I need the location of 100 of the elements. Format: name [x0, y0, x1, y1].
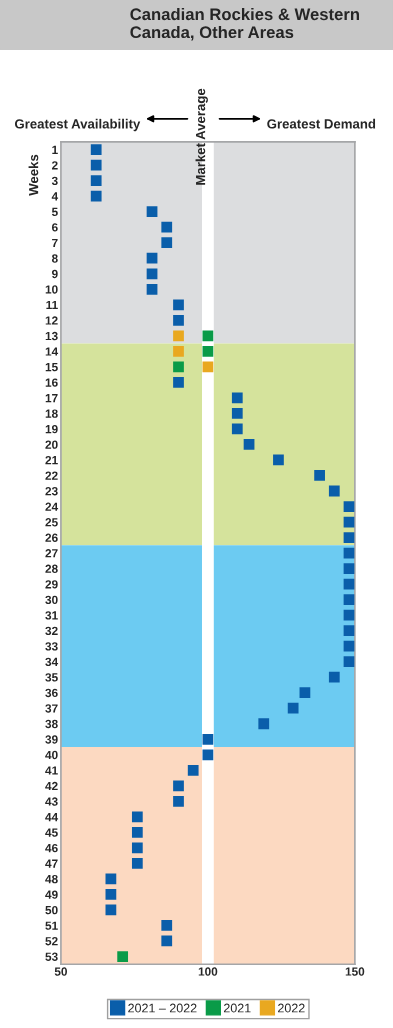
y-tick-label: 9 — [51, 269, 58, 279]
y-tick-label: 39 — [45, 735, 58, 744]
y-tick-label: 30 — [45, 595, 58, 605]
point — [173, 314, 184, 326]
point — [343, 640, 355, 652]
y-tick-label: 21 — [45, 456, 58, 465]
text: Greatest Availability — [14, 118, 141, 132]
point — [202, 345, 214, 357]
point — [343, 563, 355, 574]
point — [90, 190, 102, 202]
y-tick-label: 22 — [45, 471, 58, 480]
y-tick-label: 46 — [45, 843, 58, 853]
y-tick-label: 48 — [45, 874, 58, 884]
y-tick-label: 16 — [45, 378, 58, 387]
point — [146, 252, 158, 264]
y-tick-label: 1 — [52, 145, 58, 154]
text: Greatest Demand — [267, 118, 376, 129]
y-tick-label: 45 — [45, 828, 58, 837]
point — [343, 609, 355, 621]
point — [161, 221, 173, 233]
y-tick-label: 27 — [45, 549, 58, 558]
y-tick-label: 2 — [51, 161, 58, 170]
point — [173, 345, 184, 357]
y-tick-label: 42 — [45, 781, 58, 791]
point — [202, 749, 214, 761]
point — [314, 470, 325, 481]
y-tick-label: 40 — [45, 750, 58, 760]
y-tick-label: 3 — [51, 176, 58, 186]
point — [328, 671, 340, 683]
y-tick-label: 38 — [45, 719, 58, 729]
point — [343, 501, 355, 512]
point — [131, 842, 143, 854]
y-tick-label: 12 — [45, 316, 58, 325]
y-tick-label: 28 — [45, 564, 58, 573]
point — [131, 826, 143, 838]
y-tick-label: 29 — [45, 580, 58, 589]
y-tick-label: 4 — [51, 192, 59, 201]
y-tick-label: 53 — [45, 952, 58, 961]
y-axis-title: Weeks — [28, 154, 39, 196]
point — [173, 780, 184, 792]
y-tick-label: 24 — [45, 502, 59, 511]
y-tick-label: 19 — [45, 424, 58, 434]
point — [231, 392, 243, 404]
point — [187, 764, 199, 776]
chart-title: Canadian Rockies & Western Canada, Other Areas — [130, 7, 359, 41]
point — [287, 702, 299, 714]
point — [231, 423, 243, 435]
point — [146, 206, 158, 218]
point — [173, 330, 184, 342]
y-tick-label: 50 — [45, 905, 58, 915]
y-tick-label: 17 — [45, 394, 58, 403]
point — [146, 283, 158, 295]
point — [258, 718, 270, 730]
y-tick-label: 10 — [45, 285, 58, 294]
y-tick-label: 6 — [52, 223, 58, 232]
point — [202, 361, 214, 373]
y-tick-label: 49 — [45, 890, 58, 899]
y-tick-label: 15 — [45, 363, 58, 372]
point — [343, 594, 355, 605]
y-tick-label: 31 — [45, 611, 58, 620]
point — [173, 795, 184, 807]
y-tick-label: 13 — [45, 331, 58, 341]
point — [161, 920, 173, 931]
point — [202, 733, 214, 745]
point — [161, 237, 173, 249]
y-tick-label: 25 — [45, 518, 58, 527]
y-tick-label: 18 — [45, 409, 58, 418]
point — [173, 361, 184, 373]
y-tick-label: 37 — [45, 704, 58, 713]
y-tick-label: 32 — [45, 626, 58, 636]
point — [90, 175, 102, 187]
point — [117, 951, 129, 962]
point — [105, 889, 117, 900]
legend-label: 2021 – 2022 — [128, 1003, 197, 1013]
y-tick-label: 34 — [45, 657, 59, 667]
y-tick-label: 44 — [45, 813, 59, 822]
y-tick-label: 23 — [45, 487, 58, 496]
point — [273, 454, 284, 466]
point — [173, 299, 184, 311]
point — [343, 656, 355, 668]
x-tick-label: 150 — [345, 967, 365, 976]
point — [173, 377, 184, 388]
y-tick-label: 51 — [45, 921, 58, 930]
point — [328, 485, 340, 497]
point — [343, 532, 355, 543]
point — [161, 935, 173, 947]
y-tick-label: 52 — [45, 937, 58, 946]
x-tick-label: 100 — [198, 967, 218, 976]
y-tick-label: 33 — [45, 642, 58, 651]
legend-label: 2022 — [278, 1003, 305, 1013]
y-tick-label: 14 — [45, 347, 59, 356]
point — [343, 625, 355, 637]
y-tick-label: 43 — [45, 797, 58, 806]
y-tick-label: 5 — [51, 207, 58, 217]
point — [231, 408, 243, 419]
y-tick-label: 36 — [45, 688, 58, 698]
point — [299, 687, 311, 699]
y-tick-label: 20 — [45, 440, 58, 449]
point — [90, 144, 102, 155]
point — [131, 811, 143, 823]
